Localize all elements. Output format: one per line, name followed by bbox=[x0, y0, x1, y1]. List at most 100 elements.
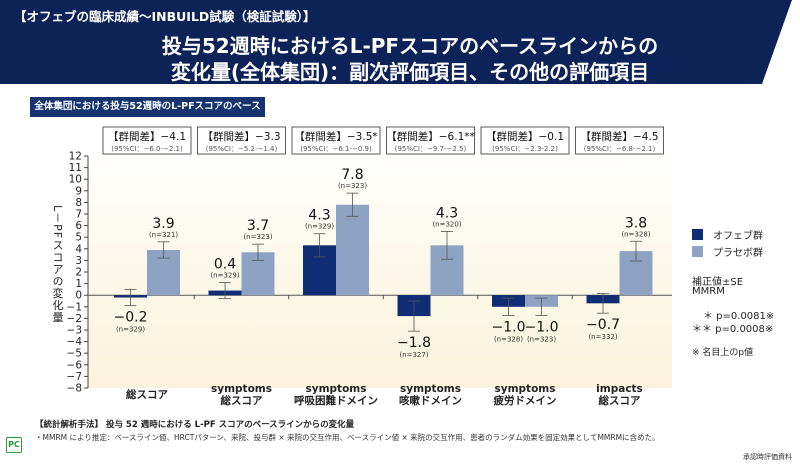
p-value-1: ＊ p=0.0081※ bbox=[703, 311, 775, 322]
legend-item-ofev: オフェブ群 bbox=[692, 226, 763, 243]
plot-background bbox=[88, 150, 672, 388]
data-label: −0.7 bbox=[586, 317, 620, 333]
difference-box bbox=[197, 126, 286, 155]
difference-value: 【群間差】−3.3 bbox=[203, 130, 281, 143]
difference-ci: (95%CI：−5.2-−1.4) bbox=[206, 145, 278, 153]
y-tick-label: 11 bbox=[69, 162, 82, 174]
n-label: (n=329) bbox=[210, 271, 239, 279]
y-tick-label: 9 bbox=[75, 185, 82, 197]
y-tick-label: −4 bbox=[67, 336, 83, 348]
page-title-line2: 変化量(全体集団)：副次評価項目、その他の評価項目 bbox=[170, 60, 650, 84]
stat-method: 【統計解析手法】 投与 52 週時における L-PF スコアのベースラインからの… bbox=[35, 420, 355, 430]
bar-placebo bbox=[336, 204, 369, 296]
n-label: (n=323) bbox=[243, 233, 272, 241]
n-label: (n=320) bbox=[432, 220, 461, 228]
header-banner: 【オフェブの臨床成績～INBUILD試験（検証試験）】 投与52週時におけるL-… bbox=[0, 0, 800, 84]
difference-box bbox=[480, 126, 570, 155]
y-tick-label: 3 bbox=[75, 255, 82, 267]
n-label: (n=323) bbox=[527, 336, 556, 344]
difference-value: 【群間差】−4.1 bbox=[108, 130, 186, 143]
y-tick-label: 2 bbox=[75, 267, 82, 279]
n-label: (n=329) bbox=[116, 326, 145, 334]
data-label: 0.4 bbox=[214, 256, 236, 272]
stat-method-detail: ・MMRM により推定：ベースライン値、HRCTパターン、来院、投与群 × 来院… bbox=[35, 433, 660, 442]
source-note: 承認時評価資料 bbox=[743, 453, 792, 461]
legend: オフェブ群 プラセボ群 bbox=[692, 226, 763, 260]
n-label: (n=327) bbox=[399, 351, 428, 359]
n-label: (n=329) bbox=[305, 223, 334, 231]
category-label: 咳嗽ドメイン bbox=[399, 394, 462, 407]
difference-box bbox=[386, 126, 475, 155]
category-label: impacts bbox=[596, 383, 643, 395]
y-tick-label: −1 bbox=[67, 301, 82, 313]
difference-value: 【群間差】−4.5 bbox=[581, 130, 659, 143]
legend-item-placebo: プラセボ群 bbox=[692, 243, 763, 260]
p-value-note: ※ 名目上のp値 bbox=[692, 348, 754, 358]
y-tick-label: 6 bbox=[75, 220, 82, 232]
legend-swatch bbox=[692, 246, 703, 257]
category-label: 総スコア bbox=[599, 394, 641, 407]
difference-ci: (95%CI：−6.8-−2.1) bbox=[584, 145, 656, 153]
y-tick-label: −7 bbox=[67, 371, 82, 383]
data-label: 3.9 bbox=[152, 216, 174, 232]
data-label: 3.7 bbox=[247, 218, 269, 234]
n-label: (n=328) bbox=[494, 336, 523, 344]
category-label: 呼吸困難ドメイン bbox=[294, 394, 378, 407]
y-axis-label: L－PFスコアの変化量 bbox=[51, 205, 64, 324]
difference-ci: (95%CI：−6.0-−2.1) bbox=[111, 145, 183, 153]
difference-value: 【群間差】−0.1 bbox=[486, 130, 564, 143]
y-tick-label: 4 bbox=[75, 243, 82, 255]
y-tick-label: 7 bbox=[75, 209, 82, 221]
y-tick-label: −5 bbox=[67, 348, 82, 360]
difference-box bbox=[102, 126, 192, 155]
category-label: symptoms bbox=[400, 383, 461, 395]
y-tick-label: −6 bbox=[67, 359, 83, 371]
y-tick-label: 5 bbox=[75, 232, 82, 244]
note-mmrm: MMRM bbox=[692, 286, 725, 297]
y-tick-label: −2 bbox=[67, 313, 82, 325]
section-label: 【オフェブの臨床成績～INBUILD試験（検証試験）】 bbox=[14, 9, 316, 24]
y-tick-label: 1 bbox=[75, 278, 82, 290]
p-value-2: ＊＊ p=0.0008※ bbox=[692, 324, 774, 335]
n-label: (n=321) bbox=[149, 231, 178, 239]
data-label: 7.8 bbox=[341, 167, 363, 183]
legend-label: オフェブ群 bbox=[713, 231, 763, 242]
difference-value: 【群間差】−6.1** bbox=[386, 130, 475, 143]
category-label: symptoms bbox=[306, 383, 367, 395]
data-label: −1.8 bbox=[397, 335, 431, 351]
data-label: 4.3 bbox=[436, 205, 458, 221]
legend-label: プラセボ群 bbox=[713, 248, 763, 259]
y-tick-label: 8 bbox=[75, 197, 82, 209]
y-tick-label: 12 bbox=[69, 151, 82, 163]
header-background bbox=[0, 0, 792, 84]
y-tick-label: −3 bbox=[67, 325, 82, 337]
category-label: 総スコア bbox=[221, 394, 263, 407]
category-label: symptoms bbox=[495, 383, 556, 395]
y-tick-label: 0 bbox=[75, 290, 82, 302]
difference-ci: (95%CI：−9.7-−2.5) bbox=[395, 145, 467, 153]
page-title-line1: 投与52週時におけるL-PFスコアのベースラインからの bbox=[161, 34, 659, 58]
category-label: symptoms bbox=[211, 383, 272, 395]
n-label: (n=332) bbox=[588, 333, 617, 341]
data-label: 4.3 bbox=[308, 208, 330, 224]
difference-ci: (95%CI：−6.1-−0.9) bbox=[300, 145, 372, 153]
y-tick-label: −8 bbox=[67, 383, 82, 395]
difference-value: 【群間差】−3.5* bbox=[294, 130, 377, 143]
n-label: (n=328) bbox=[621, 230, 650, 238]
difference-ci: (95%CI：−2.3-2.2) bbox=[492, 145, 558, 153]
difference-box bbox=[291, 126, 381, 155]
y-tick-label: 10 bbox=[69, 174, 82, 186]
legend-swatch bbox=[692, 229, 703, 240]
category-label: 疲労ドメイン bbox=[494, 394, 557, 407]
data-label: 3.8 bbox=[625, 215, 647, 231]
pc-logo: PC bbox=[6, 437, 22, 453]
note-adjusted: 補正値±SE bbox=[692, 277, 744, 288]
data-label: −0.2 bbox=[114, 310, 148, 326]
data-label: −1.0 bbox=[525, 320, 559, 336]
data-label: −1.0 bbox=[492, 320, 526, 336]
difference-box bbox=[575, 126, 664, 155]
category-label: 総スコア bbox=[126, 388, 168, 401]
n-label: (n=323) bbox=[338, 182, 367, 190]
chart-subtitle: 全体集団における投与52週時のL-PFスコアのベースラインからの変化量 bbox=[30, 97, 265, 132]
